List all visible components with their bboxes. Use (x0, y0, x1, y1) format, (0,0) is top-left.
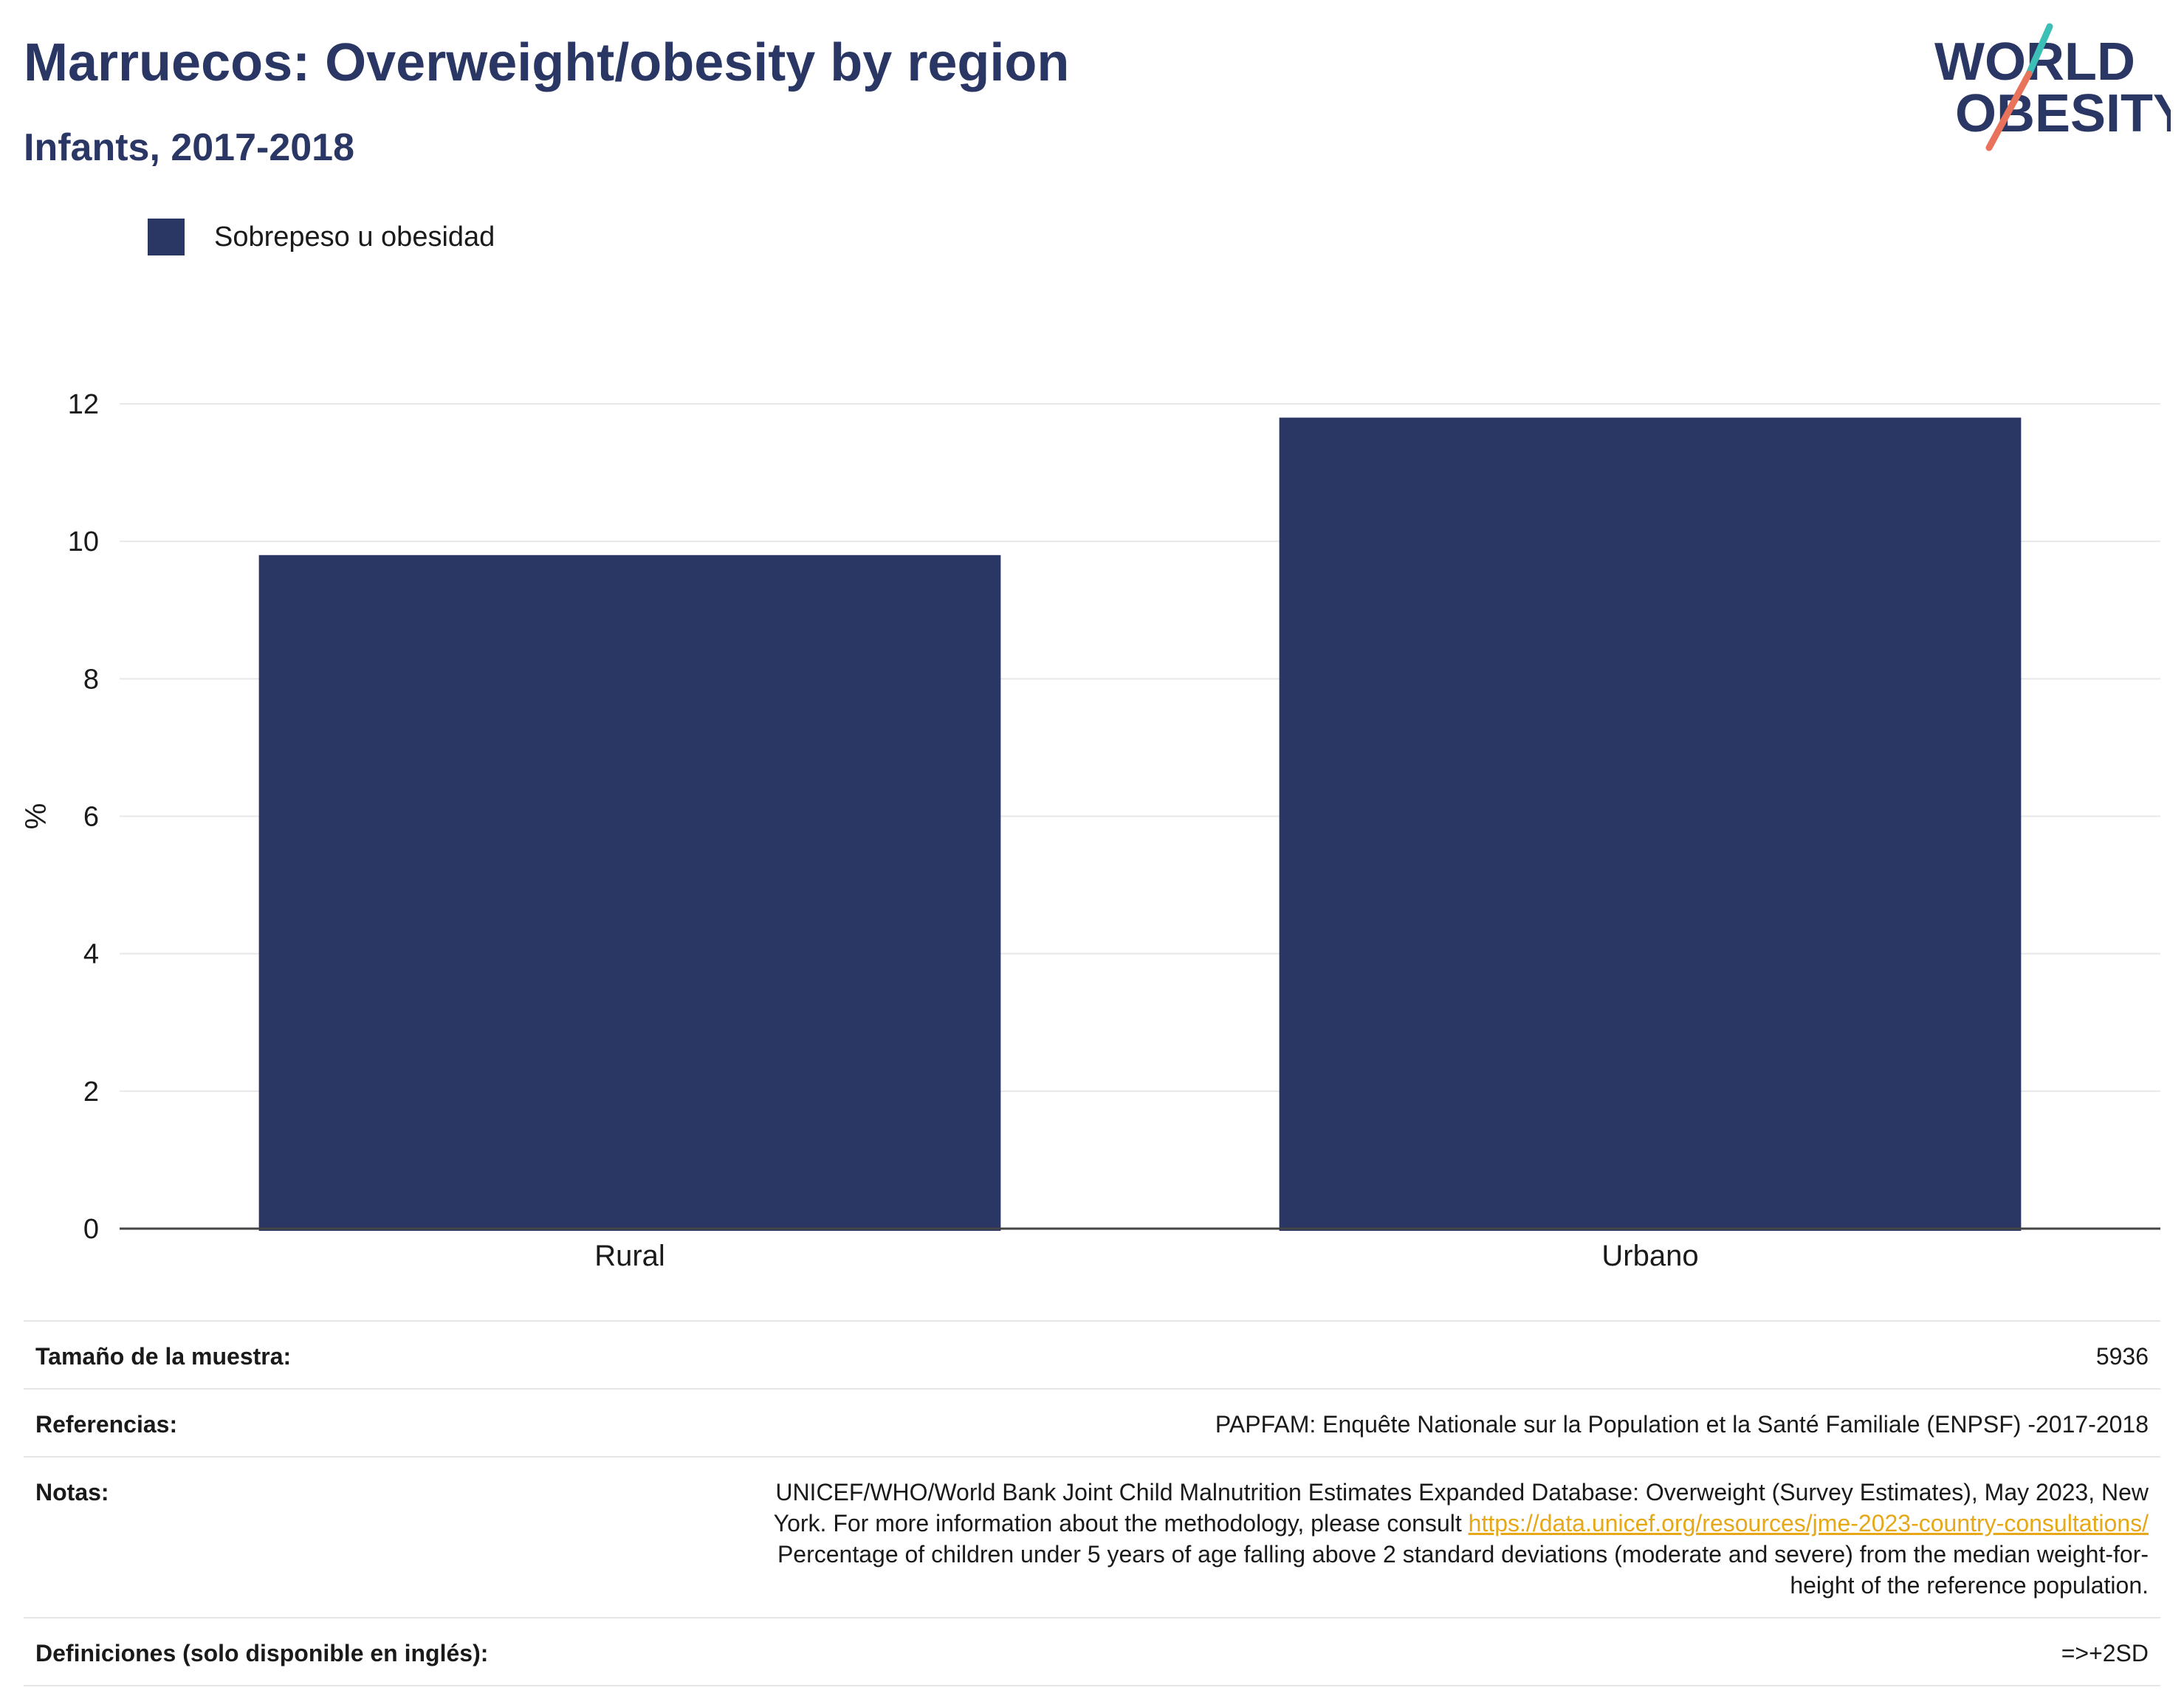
y-tick-label: 10 (68, 526, 99, 557)
bar-urbano (1279, 417, 2022, 1231)
definitions-row: Definiciones (solo disponible en inglés)… (24, 1617, 2160, 1686)
chart-legend: Sobrepeso u obesidad (148, 219, 495, 255)
logo-slash-coral (1985, 70, 2033, 151)
bar-rural (258, 555, 1001, 1231)
references-label: Referencias: (35, 1411, 178, 1438)
y-tick-label: 12 (68, 389, 99, 420)
notes-row: Notas: UNICEF/WHO/World Bank Joint Child… (24, 1456, 2160, 1617)
y-tick-label: 2 (83, 1077, 99, 1108)
bar-chart: 0 2 4 6 8 10 12% Rural Urbano (20, 389, 2160, 1272)
sample-size-label: Tamaño de la muestra: (35, 1343, 292, 1370)
y-tick-label: 6 (83, 802, 99, 833)
y-tick-label: 4 (83, 939, 99, 970)
logo-text-obesity: OBESITY (1955, 84, 2171, 143)
y-axis-title: % (20, 803, 52, 830)
notes-value: UNICEF/WHO/World Bank Joint Child Malnut… (774, 1477, 2149, 1601)
legend-label: Sobrepeso u obesidad (214, 221, 495, 253)
definitions-value: =>+2SD (2061, 1640, 2149, 1666)
notes-line-1: UNICEF/WHO/World Bank Joint Child Malnut… (775, 1479, 2149, 1506)
notes-line-2: York. For more information about the met… (774, 1508, 2149, 1539)
chart-title: Marruecos: Overweight/obesity by region (24, 33, 1070, 92)
x-category-label: Urbano (1601, 1240, 1698, 1272)
y-tick-label: 0 (83, 1214, 99, 1245)
chart-subtitle: Infants, 2017-2018 (24, 126, 355, 169)
world-obesity-logo: WORLD OBESITY (1934, 23, 2171, 151)
notes-line-2-text: York. For more information about the met… (773, 1510, 1469, 1537)
y-tick-label: 8 (83, 664, 99, 695)
sample-size-row: Tamaño de la muestra: 5936 (24, 1320, 2160, 1388)
notes-line-3: Percentage of children under 5 years of … (777, 1541, 2149, 1568)
notes-link[interactable]: https://data.unicef.org/resources/jme-20… (1468, 1510, 2149, 1537)
references-value: PAPFAM: Enquête Nationale sur la Populat… (1215, 1411, 2149, 1438)
sample-size-value: 5936 (2095, 1343, 2149, 1370)
references-row: Referencias: PAPFAM: Enquête Nationale s… (24, 1388, 2160, 1456)
legend-swatch (148, 219, 185, 255)
info-table: Tamaño de la muestra: 5936 Referencias: … (24, 1320, 2160, 1686)
x-category-label: Rural (594, 1240, 665, 1272)
notes-label: Notas: (35, 1479, 109, 1506)
logo-slash-teal (2025, 23, 2053, 78)
definitions-label: Definiciones (solo disponible en inglés)… (35, 1640, 489, 1666)
notes-line-4: height of the reference population. (1790, 1572, 2149, 1599)
